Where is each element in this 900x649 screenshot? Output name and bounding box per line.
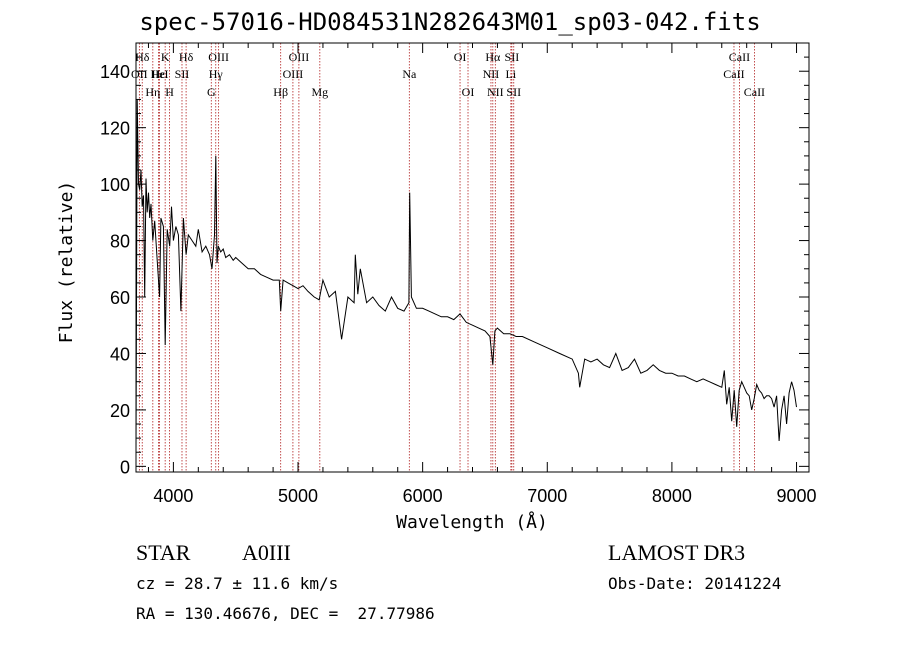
x-tick-label: 8000 xyxy=(652,486,692,506)
spectral-line-label: H xyxy=(165,85,174,99)
spectral-line-label: NII xyxy=(487,85,504,99)
spectral-line-label: SII xyxy=(506,85,521,99)
object-subclass: A0III xyxy=(242,540,291,565)
spectral-line-label: SII xyxy=(175,67,190,81)
y-tick-label: 60 xyxy=(110,288,130,308)
redshift-velocity: cz = 28.7 ± 11.6 km/s xyxy=(136,574,339,593)
y-axis-ticks: 0 20 40 60 80 100 120 140 xyxy=(100,56,809,477)
coordinates: RA = 130.46676, DEC = 27.77986 xyxy=(136,604,435,623)
spectral-line-label: CaII xyxy=(744,85,765,99)
spectral-line-label: NII xyxy=(483,67,500,81)
chart-title: spec-57016-HD084531N282643M01_sp03-042.f… xyxy=(139,8,761,36)
spectral-line-label: Hη xyxy=(145,85,160,99)
spectral-line-label: OI xyxy=(462,85,475,99)
spectral-line-label: Hδ xyxy=(135,50,150,64)
x-tick-label: 7000 xyxy=(527,486,567,506)
x-tick-label: 5000 xyxy=(278,486,318,506)
spectral-line-label: Mg xyxy=(311,85,328,99)
x-tick-label: 9000 xyxy=(777,486,817,506)
spectral-line-label: Hε xyxy=(152,67,166,81)
y-tick-label: 20 xyxy=(110,401,130,421)
spectral-line-label: OIII xyxy=(289,50,310,64)
spectral-line-label: CaII xyxy=(729,50,750,64)
spectral-line-label: Hα xyxy=(485,50,501,64)
y-axis-label: Flux (relative) xyxy=(56,181,77,344)
x-axis-label: Wavelength (Å) xyxy=(396,511,548,533)
spectral-line-label: G xyxy=(207,85,216,99)
x-tick-label: 6000 xyxy=(403,486,443,506)
spectral-line-label: K xyxy=(161,50,170,64)
x-axis-ticks: 4000 5000 6000 7000 8000 9000 xyxy=(147,43,817,506)
y-tick-label: 100 xyxy=(100,175,130,195)
spectral-line-label: Na xyxy=(402,67,417,81)
spectral-line-label: Hβ xyxy=(273,85,288,99)
spectral-line-label: OII xyxy=(131,67,148,81)
spectral-line-label: HeI xyxy=(151,67,169,81)
object-type: STAR xyxy=(136,540,191,565)
spectral-line-label: OI xyxy=(454,50,467,64)
x-tick-label: 4000 xyxy=(153,486,193,506)
y-tick-label: 80 xyxy=(110,232,130,252)
y-tick-label: 0 xyxy=(120,457,130,477)
spectrum-line xyxy=(135,99,797,453)
spectral-line-label: CaII xyxy=(723,67,744,81)
spectral-line-label: Hδ xyxy=(179,50,194,64)
spectral-line-label: OIII xyxy=(283,67,304,81)
spectral-line-label: SII xyxy=(505,50,520,64)
survey-name: LAMOST DR3 xyxy=(608,540,746,565)
observation-date: Obs-Date: 20141224 xyxy=(608,574,782,593)
spectral-line-label: OIII xyxy=(208,50,229,64)
spectral-line-label: Hγ xyxy=(209,67,224,81)
y-tick-label: 140 xyxy=(100,62,130,82)
y-tick-label: 40 xyxy=(110,344,130,364)
plot-frame xyxy=(135,42,810,473)
y-tick-label: 120 xyxy=(100,119,130,139)
spectral-line-label: Li xyxy=(506,67,517,81)
